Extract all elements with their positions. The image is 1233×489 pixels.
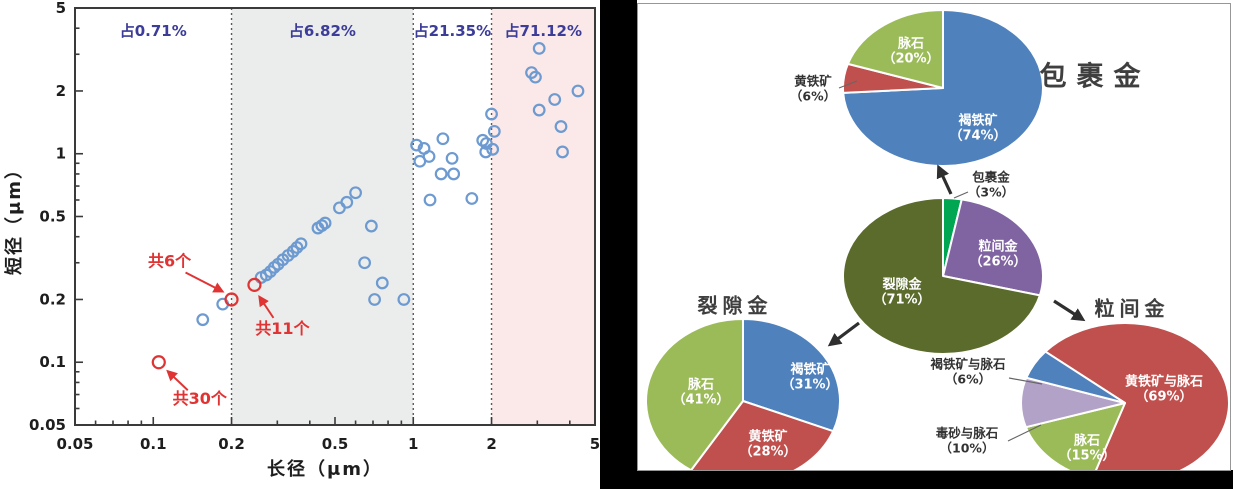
pie-title-fissure-gold: 裂隙金: [697, 293, 773, 318]
region-percent-label: 占0.71%: [120, 22, 187, 40]
plot-frame: [74, 7, 596, 426]
highlight-point: [224, 292, 239, 307]
scatter-points: [196, 42, 585, 327]
pie-charts: [645, 9, 1230, 470]
highlight-point: [151, 355, 166, 370]
count-annotation: 共30个: [173, 389, 228, 408]
pie-label-limonite-74: 褐铁矿 （74%）: [949, 113, 1007, 144]
region-percent-label: 占71.12%: [505, 22, 582, 40]
x-tick-label: 5: [590, 435, 600, 453]
x-tick-label: 0.1: [140, 435, 167, 453]
x-tick-label: 0.2: [218, 435, 245, 453]
pie-label-gangue-15: 脉石 （15%）: [1058, 433, 1116, 464]
x-tick-label: 2: [486, 435, 496, 453]
panel-divider-bar: [600, 0, 637, 489]
y-tick-label: 0.05: [29, 416, 66, 434]
y-tick-label: 0.5: [39, 208, 66, 226]
pie-total-occurrence: [842, 197, 1044, 355]
callout-line: [1008, 377, 1043, 385]
pie-label-arsenopyrite-gangue-10: 毒砂与脉石 （10%）: [935, 425, 999, 455]
pie-slice: [842, 197, 1041, 355]
y-axis-title: 短径（μm）: [3, 159, 25, 275]
pie-slice: [742, 318, 841, 433]
pie-label-gangue-20: 脉石 （20%）: [882, 36, 940, 67]
callout-line: [953, 191, 969, 199]
annotation-arrow: [166, 369, 189, 391]
pie-title-intergranular-gold: 粒间金: [1094, 296, 1170, 321]
pie-slice: [1044, 322, 1230, 470]
pie-label-limonite-31: 褐铁矿 （31%）: [781, 362, 839, 393]
connector-arrow: [936, 164, 953, 195]
annotation-arrow: [258, 295, 275, 319]
callout-line: [838, 80, 858, 89]
pie-label-wrapped-3: 包裹金 （3%）: [967, 169, 1015, 199]
y-tick-label: 0.1: [39, 353, 66, 371]
x-tick-label: 0.5: [322, 435, 349, 453]
pie-title-wrapped-gold: 包裹金: [1039, 61, 1151, 93]
x-axis-title: 长径（μm）: [267, 458, 383, 480]
count-annotation: 共11个: [255, 319, 310, 338]
x-tick-label: 0.05: [56, 435, 93, 453]
x-tick-label: 1: [408, 435, 418, 453]
y-tick-label: 2: [56, 82, 66, 100]
count-annotation: 共6个: [148, 251, 192, 270]
annotation-arrow: [185, 271, 225, 293]
connector-arrow: [1053, 299, 1086, 322]
pie-label-intergranular-26: 粒间金 （26%）: [969, 239, 1027, 270]
pie-label-limonite-gangue-6: 褐铁矿与脉石 （6%）: [930, 356, 1006, 386]
pie-slice: [690, 400, 835, 470]
pie-wrapped-gold-detail: [842, 9, 1044, 167]
pie-slice: [645, 318, 744, 470]
callout-line: [1007, 424, 1042, 442]
y-tick-label: 0.2: [39, 290, 66, 308]
y-tick-label: 1: [56, 145, 66, 163]
pie-label-pyrite-28: 黄铁矿 （28%）: [739, 429, 797, 460]
highlight-point: [247, 277, 262, 292]
pie-label-pyrite-6: 黄铁矿 （6%）: [789, 73, 837, 103]
pie-slice: [942, 198, 1044, 297]
scatter-panel: 占0.71% 占6.82% 占21.35% 占71.12% 共30个 共6个共11个 0.0…: [0, 0, 600, 489]
pie-label-gangue-41: 脉石 （41%）: [672, 377, 730, 408]
pie-slice: [846, 9, 944, 89]
pie-fissure-gold-detail: [645, 318, 841, 470]
pie-label-pyrite-gangue-69: 黄铁矿与脉石 （69%）: [1124, 374, 1204, 405]
pie-intergranular-gold-detail: [1020, 322, 1230, 470]
pie-panel: 包裹金 裂隙金 粒间金 褐铁矿 （74%） 脉石 （20%） 黄铁矿 （6%） 粒间金…: [637, 3, 1231, 471]
region-bands: [75, 8, 595, 425]
bottom-black-strip: [637, 470, 1233, 489]
region-percent-label: 占6.82%: [289, 22, 356, 40]
connector-arrow: [827, 321, 860, 347]
y-tick-label: 5: [56, 0, 66, 17]
pie-slice: [1025, 350, 1126, 404]
region-percent-label: 占21.35%: [414, 22, 491, 40]
pie-label-fissure-71: 裂隙金 （71%）: [873, 277, 931, 308]
